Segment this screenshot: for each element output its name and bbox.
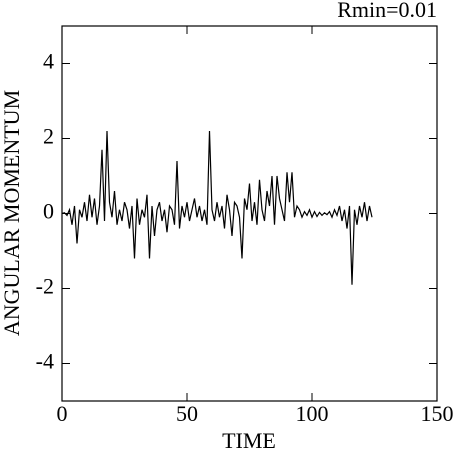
chart-title: Rmin=0.01: [337, 0, 437, 22]
y-tick-label: 0: [43, 199, 54, 224]
x-tick-label: 150: [421, 401, 454, 426]
x-axis-label: TIME: [222, 428, 276, 453]
y-tick-label: 4: [43, 49, 54, 74]
y-tick-label: 2: [43, 124, 54, 149]
plot-frame: [61, 25, 438, 402]
x-tick-label: 50: [176, 401, 198, 426]
x-tick-label: 100: [296, 401, 329, 426]
x-tick-label: 0: [57, 401, 68, 426]
y-axis-label: ANGULAR MOMENTUM: [0, 90, 24, 336]
y-tick-label: -4: [36, 349, 54, 374]
y-tick-label: -2: [36, 274, 54, 299]
data-line: [61, 130, 373, 285]
